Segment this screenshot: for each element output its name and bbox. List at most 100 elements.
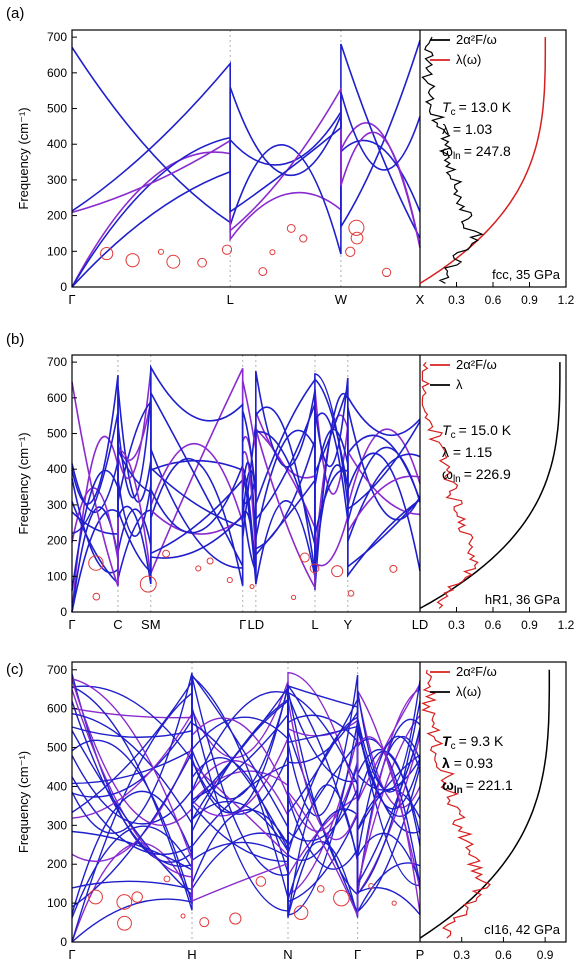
legend-label: 2α²F/ω (456, 357, 497, 372)
side-x-tick-label: 0.6 (485, 618, 502, 632)
phonon-band (71, 43, 421, 288)
y-tick-label: 100 (47, 244, 67, 258)
panel-3: (c) 0 100 200 300 400 500 600 700 Frequency (cm⁻¹… (6, 661, 567, 962)
legend-label: λ(ω) (456, 684, 481, 699)
band-group (71, 671, 421, 943)
y-tick-label: 200 (47, 857, 67, 871)
coupling-markers (88, 549, 398, 601)
kpoint-label: L (227, 292, 234, 307)
y-tick-label: 200 (47, 209, 67, 223)
plot-frame (71, 354, 567, 613)
side-x-tick-label: 0.9 (537, 948, 554, 962)
coupling-circle (221, 244, 233, 255)
plot-frame (71, 661, 567, 943)
phonon-band (71, 679, 421, 916)
coupling-circle (162, 549, 171, 558)
y-tick-label: 300 (47, 173, 67, 187)
band-group (71, 40, 421, 288)
panel-label: (b) (6, 331, 24, 348)
y-tick-label: 700 (47, 30, 67, 44)
side-x-tick-label: 0.3 (448, 618, 465, 632)
structure-annotation: cI16, 42 GPa (484, 922, 561, 937)
coupling-circle (368, 883, 375, 889)
y-tick-label: 500 (47, 741, 67, 755)
coupling-circle (131, 891, 143, 903)
y-tick-label: 700 (47, 663, 67, 677)
coupling-markers (88, 875, 397, 931)
coupling-circle (381, 267, 392, 278)
side-x-tick-label: 1.2 (558, 618, 575, 632)
coupling-circle (286, 223, 296, 233)
kpoint-label: Y (343, 617, 352, 632)
omega-log-value: ωln = 226.9 (442, 466, 511, 485)
kpoint-label: C (113, 617, 122, 632)
kpoint-label: W (335, 292, 348, 307)
y-tick-label: 200 (47, 534, 67, 548)
plot-frame (71, 29, 567, 288)
kpoint-label: L (311, 617, 318, 632)
phonon-band (71, 122, 421, 288)
coupling-circle (166, 254, 181, 269)
coupling-circle (100, 247, 114, 261)
coupling-circle (117, 915, 132, 931)
coupling-circle (125, 253, 140, 268)
kpoint-label: Γ (239, 617, 246, 632)
phonon-band (71, 684, 421, 915)
coupling-circle (199, 917, 210, 928)
phonon-band (71, 694, 421, 919)
coupling-circle (229, 912, 242, 925)
a2f-curve (421, 36, 484, 284)
lambda-curve (419, 362, 561, 610)
coupling-circle (299, 552, 310, 563)
lambda-curve (419, 37, 547, 285)
coupling-circle (391, 900, 397, 906)
y-tick-label: 500 (47, 102, 67, 116)
omega-log-value: ωln = 221.1 (442, 777, 513, 796)
coupling-circle (293, 905, 309, 920)
structure-annotation: hR1, 36 GPa (485, 592, 561, 607)
legend-label: λ (456, 377, 463, 392)
coupling-circle (345, 246, 356, 257)
lambda-value: λ = 1.03 (442, 121, 492, 137)
coupling-circle (333, 889, 350, 907)
panel-2: (b) 0 100 200 300 400 500 600 700 Frequency (cm⁻¹… (6, 331, 575, 632)
y-tick-label: 400 (47, 137, 67, 151)
phonon-band (71, 727, 421, 897)
kpoint-label: N (283, 947, 292, 962)
phonon-band (71, 375, 421, 574)
coupling-circle (88, 555, 104, 571)
kpoint-label: LD (412, 617, 429, 632)
y-tick-label: 100 (47, 569, 67, 583)
coupling-circle (350, 231, 364, 245)
phonon-band (71, 370, 421, 590)
legend-label: 2α²F/ω (456, 32, 497, 47)
y-tick-label: 400 (47, 462, 67, 476)
lambda-curve (419, 669, 551, 939)
coupling-circle (206, 557, 214, 565)
y-axis-label: Frequency (cm⁻¹) (16, 107, 31, 209)
y-tick-label: 300 (47, 498, 67, 512)
legend-label: 2α²F/ω (456, 664, 497, 679)
kpoint-label: Γ (354, 947, 361, 962)
phonon-band (71, 714, 421, 943)
coupling-circle (347, 590, 355, 597)
y-tick-label: 600 (47, 391, 67, 405)
lambda-value: λ = 1.15 (442, 444, 492, 460)
coupling-circle (309, 563, 320, 574)
panel-label: (a) (6, 5, 24, 22)
coupling-circle (226, 577, 233, 584)
coupling-circle (163, 875, 171, 883)
panel-label: (c) (6, 661, 24, 678)
y-tick-label: 400 (47, 779, 67, 793)
phonon-band (71, 377, 421, 572)
coupling-markers (100, 219, 392, 278)
y-tick-label: 600 (47, 702, 67, 716)
coupling-circle (389, 564, 398, 573)
coupling-circle (249, 584, 255, 590)
phonon-band (71, 40, 421, 230)
phonon-band (71, 61, 421, 214)
band-group (71, 364, 421, 613)
y-tick-label: 300 (47, 818, 67, 832)
phonon-band (71, 377, 421, 591)
